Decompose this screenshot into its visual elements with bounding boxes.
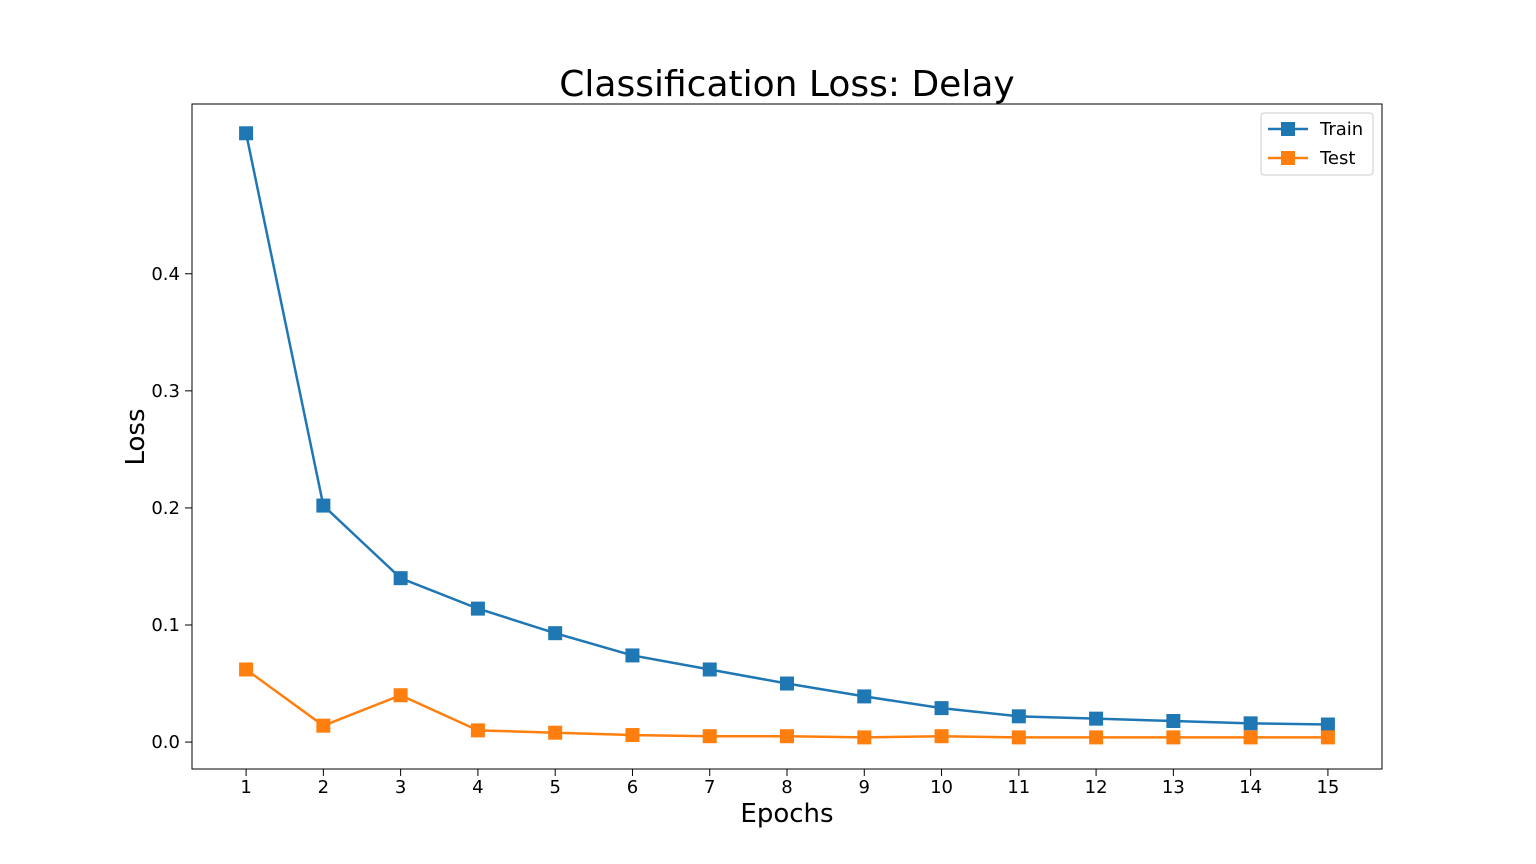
data-point-test: [1089, 730, 1104, 745]
data-point-train: [780, 676, 794, 691]
x-tick-label: 4: [472, 777, 483, 798]
y-axis: 0.0 0.1 0.2 0.3 0.4: [151, 264, 192, 753]
x-tick-label: 12: [1085, 777, 1108, 798]
data-point-train: [1089, 711, 1104, 726]
x-tick-label: 6: [627, 777, 638, 798]
data-point-train: [548, 626, 563, 641]
data-point-train: [857, 689, 872, 704]
x-tick-label: 7: [704, 777, 715, 798]
data-point-test: [548, 725, 563, 740]
series-layer: [239, 126, 1335, 745]
y-axis-label: Loss: [121, 408, 151, 465]
y-tick-label: 0.3: [151, 381, 180, 402]
legend: Train Test: [1260, 112, 1374, 176]
x-tick-label: 15: [1316, 777, 1339, 798]
data-point-train: [934, 701, 949, 716]
data-point-test: [470, 723, 485, 738]
x-tick-label: 11: [1007, 777, 1030, 798]
x-tick-label: 1: [240, 777, 251, 798]
x-tick-label: 13: [1162, 777, 1185, 798]
data-point-train: [702, 662, 717, 677]
data-point-test: [780, 729, 794, 744]
legend-label-test: Test: [1319, 148, 1355, 169]
y-tick-label: 0.2: [151, 498, 180, 519]
y-tick-label: 0.1: [151, 615, 180, 636]
x-axis-label: Epochs: [740, 799, 833, 829]
data-point-train: [1320, 717, 1335, 732]
data-point-test: [393, 688, 408, 703]
data-point-train: [239, 126, 254, 141]
x-tick-label: 14: [1239, 777, 1262, 798]
data-point-train: [470, 601, 485, 616]
data-point-train: [1166, 713, 1181, 728]
data-point-test: [1011, 730, 1026, 745]
data-point-train: [1011, 709, 1026, 724]
series-line-train: [244, 133, 1328, 726]
x-tick-label: 2: [318, 777, 329, 798]
data-point-test: [702, 729, 717, 744]
x-axis: 1 2 3 4 5 6 7 8 9 10 11 12 13 14 15: [240, 769, 1339, 798]
data-point-test: [625, 728, 640, 743]
data-point-test: [1243, 730, 1258, 745]
x-tick-label: 8: [781, 777, 792, 798]
x-tick-label: 5: [549, 777, 560, 798]
legend-label-train: Train: [1319, 119, 1363, 140]
data-point-test: [857, 730, 872, 745]
data-point-test: [1166, 730, 1181, 745]
data-point-test: [316, 718, 331, 733]
x-tick-label: 3: [395, 777, 406, 798]
data-point-train: [393, 571, 408, 586]
plot-area: [191, 103, 1383, 770]
data-point-test: [239, 662, 254, 677]
chart-title: Classification Loss: Delay: [559, 64, 1014, 105]
data-point-train: [1243, 716, 1258, 731]
data-point-train: [625, 648, 640, 663]
y-tick-label: 0.0: [151, 732, 180, 753]
legend-marker-train: [1281, 122, 1295, 136]
data-point-train: [316, 498, 331, 513]
data-point-test: [1320, 730, 1335, 745]
y-tick-label: 0.4: [151, 264, 180, 285]
data-point-test: [934, 729, 949, 744]
x-tick-label: 9: [859, 777, 870, 798]
legend-marker-test: [1281, 151, 1295, 165]
x-tick-label: 10: [930, 777, 953, 798]
